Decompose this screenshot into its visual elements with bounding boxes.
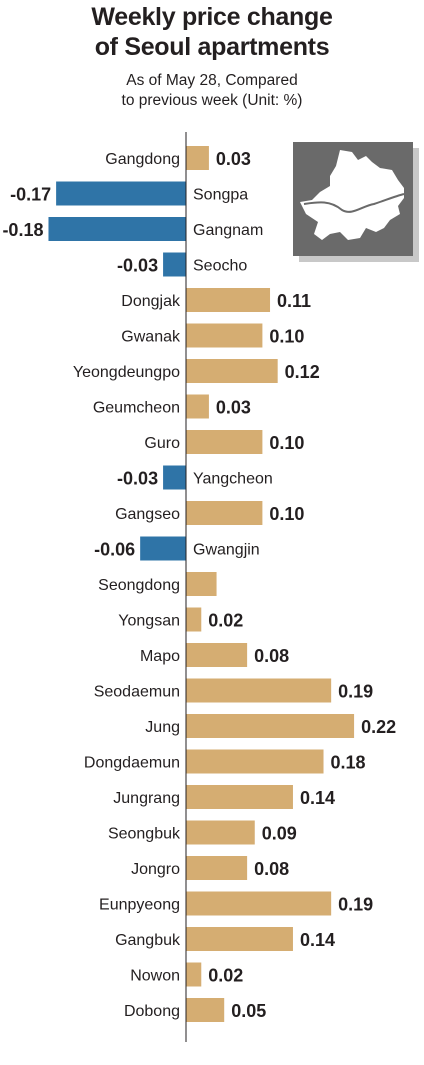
category-label-yongsan: Yongsan [118,613,180,630]
bar-jongro [186,856,248,880]
value-label-mapo: 0.08 [254,646,289,666]
value-label-gangnam: -0.18 [2,220,43,240]
bar-mapo [186,643,248,667]
chart-subtitle-line2: to previous week (Unit: %) [121,92,303,109]
bar-gangbuk [186,927,293,951]
chart-title-line2: of Seoul apartments [94,33,330,61]
category-label-jung: Jung [145,719,180,736]
bar-seocho [163,252,186,277]
bar-dongjak [186,288,271,312]
value-label-songpa: -0.17 [10,185,51,205]
bars-group [48,146,355,1022]
chart-subtitle: As of May 28, Compared to previous week … [0,71,424,111]
category-label-seocho: Seocho [193,258,247,275]
category-label-yangcheon: Yangcheon [193,471,273,488]
category-label-yeongdeungpo: Yeongdeungpo [73,364,180,381]
bar-jungrang [186,785,293,809]
value-label-guro: 0.10 [269,433,304,453]
value-label-seodaemun: 0.19 [338,682,373,702]
bar-yangcheon [163,465,186,490]
value-label-dongdaemun: 0.18 [331,753,366,773]
bar-gangnam [48,217,187,241]
value-label-yangcheon: -0.03 [117,469,158,489]
bar-gwangjin [140,536,186,561]
category-label-gwangjin: Gwangjin [193,542,260,559]
value-label-gangbuk: 0.14 [300,930,335,950]
category-label-gangseo: Gangseo [115,506,180,523]
seoul-map-shape [300,150,404,240]
chart-title: Weekly price change of Seoul apartments [0,2,424,62]
value-label-jungrang: 0.14 [300,788,335,808]
bar-nowon [186,962,202,987]
category-label-dongjak: Dongjak [121,293,181,310]
bar-seodaemun [186,678,332,703]
labels-group: Gangdong 0.03 Songpa -0.17 Gangnam -0.18 Seoch… [2,149,396,1021]
value-label-gwanak: 0.10 [269,327,304,347]
seoul-map-icon [293,142,419,262]
category-label-seongbuk: Seongbuk [108,826,181,843]
category-label-guro: Guro [144,435,180,452]
value-label-dongjak: 0.11 [277,291,311,311]
category-label-seodaemun: Seodaemun [94,684,180,701]
category-label-jungrang: Jungrang [113,790,180,807]
value-label-seocho: -0.03 [117,256,158,276]
bar-songpa [56,181,187,206]
chart-subtitle-line1: As of May 28, Compared [126,72,298,89]
value-label-nowon: 0.02 [208,966,243,986]
category-label-dobong: Dobong [124,1003,180,1020]
category-label-eunpyeong: Eunpyeong [99,897,180,914]
value-label-gwangjin: -0.06 [94,540,135,560]
bar-seongbuk [186,820,255,845]
category-label-jongro: Jongro [131,861,180,878]
bar-gwanak [186,323,263,348]
value-label-gangseo: 0.10 [269,504,304,524]
bar-dongdaemun [186,749,324,774]
category-label-gangbuk: Gangbuk [115,932,181,949]
bar-yeongdeungpo [186,359,278,383]
value-label-geumcheon: 0.03 [216,398,251,418]
value-label-jongro: 0.08 [254,859,289,879]
value-label-dobong: 0.05 [231,1001,266,1021]
category-label-gangdong: Gangdong [105,151,180,168]
value-label-yongsan: 0.02 [208,611,243,631]
category-label-nowon: Nowon [130,968,180,985]
value-label-gangdong: 0.03 [216,149,251,169]
bar-yongsan [186,607,202,632]
bar-eunpyeong [186,891,332,916]
category-label-mapo: Mapo [140,648,180,665]
category-label-songpa: Songpa [193,187,248,204]
bar-guro [186,430,263,454]
bar-seongdong [186,572,217,596]
chart-title-line1: Weekly price change [91,3,333,31]
category-label-gwanak: Gwanak [121,329,181,346]
bar-gangseo [186,501,263,525]
value-label-eunpyeong: 0.19 [338,895,373,915]
category-label-dongdaemun: Dongdaemun [84,755,180,772]
value-label-yeongdeungpo: 0.12 [285,362,320,382]
han-river-line [303,193,405,213]
category-label-seongdong: Seongdong [98,577,180,594]
bar-geumcheon [186,394,209,419]
category-label-geumcheon: Geumcheon [93,400,180,417]
category-label-gangnam: Gangnam [193,222,263,239]
bar-dobong [186,998,225,1022]
value-label-jung: 0.22 [361,717,396,737]
value-label-seongbuk: 0.09 [262,824,297,844]
bar-jung [186,714,355,738]
bar-gangdong [186,146,209,170]
